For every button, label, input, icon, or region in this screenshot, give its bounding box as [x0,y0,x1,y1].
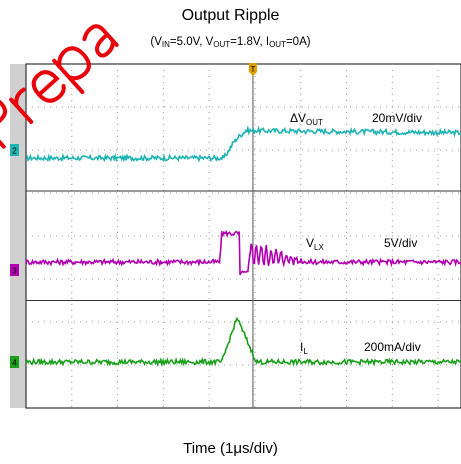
series-2: 4 IL 200mA/div [10,317,461,368]
channel-marker: 3 [10,264,19,276]
subtitle-part: =0A) [285,36,311,48]
trigger-marker: T [248,63,257,76]
channel-marker: 2 [10,144,19,156]
channel-number: 3 [12,267,17,276]
channel-number: 4 [12,359,17,368]
series-line [25,125,461,163]
series-0: 2 ΔVOUT 20mV/div [10,111,461,163]
x-axis-label: Time (1μs/div) [183,440,278,457]
subtitle-part: OUT [213,40,231,49]
series-label: IL [300,340,308,356]
channel-number: 2 [12,147,17,156]
trigger-marker-label: T [251,65,256,74]
series-scale: 200mA/div [364,340,421,354]
series-label: VLX [306,236,324,252]
subtitle-part: OUT [269,40,286,49]
series-scale: 5V/div [384,236,417,250]
channel-marker: 4 [10,356,19,368]
chart-subtitle: (VIN=5.0V, VOUT=1.8V, IOUT=0A) [0,36,461,49]
subtitle-part: =5.0V, V [169,36,214,48]
subtitle-part: IN [161,40,170,49]
grid [26,64,461,408]
subtitle-part: (V [150,36,162,48]
series-label: ΔVOUT [290,111,323,127]
series-1: 3 VLX 5V/div [10,229,461,276]
series-line [25,317,461,368]
chart-title: Output Ripple [181,7,280,24]
subtitle-part: =1.8V, I [230,36,270,48]
series-scale: 20mV/div [372,111,422,125]
series-line [25,229,461,276]
